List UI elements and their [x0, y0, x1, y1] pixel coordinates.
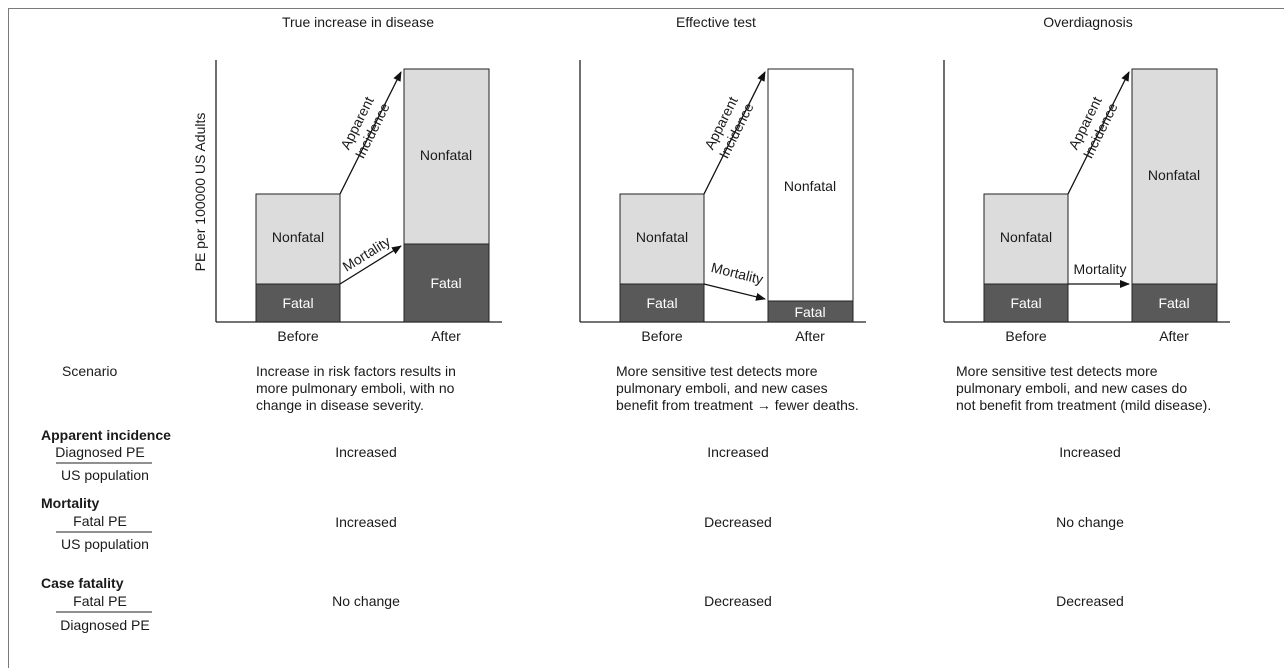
mortality-arrow — [703, 283, 766, 301]
panel-title: Overdiagnosis — [1043, 14, 1133, 30]
after-tick-label: After — [431, 328, 461, 344]
after-tick-label: After — [1159, 328, 1189, 344]
apparent-incidence-denominator: US population — [61, 467, 149, 483]
after-fatal-bar — [403, 243, 490, 323]
after-fatal-bar — [767, 300, 854, 323]
mortality-value: No change — [1056, 514, 1124, 530]
incidence-arrow — [703, 71, 766, 195]
scenario-line: more pulmonary emboli, with no — [256, 380, 455, 396]
case-fatality-value: Decreased — [704, 593, 772, 609]
panel-title: True increase in disease — [282, 14, 434, 30]
before-fatal-bar — [983, 283, 1069, 323]
figure-frame — [8, 8, 1284, 668]
mortality-numerator: Fatal PE — [73, 513, 127, 529]
scenario-line: pulmonary emboli, and new cases — [616, 380, 828, 396]
scenario-line: benefit from treatment → fewer deaths. — [616, 397, 859, 413]
after-nonfatal-bar — [767, 68, 854, 302]
scenario-overdiagnosis: More sensitive test detects more pulmona… — [956, 363, 1211, 413]
panel-title: Effective test — [676, 14, 756, 30]
after-fatal-label: Fatal — [430, 275, 461, 291]
case-fatality-value: No change — [332, 593, 400, 609]
apparent-incidence-value: Increased — [1059, 444, 1120, 460]
scenario-effective-test: More sensitive test detects more pulmona… — [616, 363, 859, 413]
scenario-line: Increase in risk factors results in — [256, 363, 456, 379]
after-fatal-label: Fatal — [794, 304, 825, 320]
panel-true-increase: True increase in disease Nonfatal Fatal … — [215, 14, 502, 344]
before-nonfatal-bar — [255, 193, 341, 285]
before-fatal-label: Fatal — [282, 295, 313, 311]
before-fatal-bar — [255, 283, 341, 323]
before-fatal-label: Fatal — [646, 295, 677, 311]
row-label-case-fatality: Case fatality — [41, 575, 124, 591]
after-tick-label: After — [795, 328, 825, 344]
before-tick-label: Before — [641, 328, 682, 344]
apparent-incidence-value: Increased — [335, 444, 396, 460]
before-fatal-bar — [619, 283, 705, 323]
after-nonfatal-label: Nonfatal — [1148, 167, 1200, 183]
mortality-denominator: US population — [61, 536, 149, 552]
mortality-value: Decreased — [704, 514, 772, 530]
row-label-apparent-incidence: Apparent incidence — [41, 427, 171, 443]
case-fatality-denominator: Diagnosed PE — [60, 617, 150, 633]
scenario-line: pulmonary emboli, and new cases do — [956, 380, 1187, 396]
after-nonfatal-label: Nonfatal — [420, 147, 472, 163]
case-fatality-value: Decreased — [1056, 593, 1124, 609]
before-nonfatal-bar — [619, 193, 705, 285]
before-fatal-label: Fatal — [1010, 295, 1041, 311]
after-nonfatal-bar — [403, 68, 490, 245]
scenario-line: More sensitive test detects more — [956, 363, 1158, 379]
mortality-arrow — [339, 245, 402, 285]
before-nonfatal-bar — [983, 193, 1069, 285]
before-tick-label: Before — [277, 328, 318, 344]
before-nonfatal-label: Nonfatal — [1000, 229, 1052, 245]
mortality-label: Mortality — [1074, 261, 1127, 277]
before-nonfatal-label: Nonfatal — [272, 229, 324, 245]
after-fatal-bar — [1131, 283, 1218, 323]
before-nonfatal-label: Nonfatal — [636, 229, 688, 245]
panel-effective-test: Effective test Nonfatal Fatal Nonfatal F… — [579, 14, 866, 344]
mortality-label: Mortality — [710, 259, 765, 287]
scenario-line: More sensitive test detects more — [616, 363, 818, 379]
apparent-incidence-numerator: Diagnosed PE — [55, 444, 145, 460]
incidence-arrow — [339, 71, 402, 195]
after-nonfatal-bar — [1131, 68, 1218, 285]
row-label-mortality: Mortality — [41, 495, 100, 511]
row-label-scenario: Scenario — [62, 363, 117, 379]
scenario-line: not benefit from treatment (mild disease… — [956, 397, 1211, 413]
incidence-arrow — [1067, 71, 1130, 195]
y-axis-label: PE per 100000 US Adults — [192, 113, 208, 272]
apparent-incidence-value: Increased — [707, 444, 768, 460]
mortality-value: Increased — [335, 514, 396, 530]
scenario-line: change in disease severity. — [256, 397, 424, 413]
case-fatality-numerator: Fatal PE — [73, 593, 127, 609]
after-nonfatal-label: Nonfatal — [784, 178, 836, 194]
before-tick-label: Before — [1005, 328, 1046, 344]
after-fatal-label: Fatal — [1158, 295, 1189, 311]
scenario-true-increase: Increase in risk factors results in more… — [256, 363, 456, 413]
panel-overdiagnosis: Overdiagnosis Nonfatal Fatal Nonfatal Fa… — [943, 14, 1230, 344]
